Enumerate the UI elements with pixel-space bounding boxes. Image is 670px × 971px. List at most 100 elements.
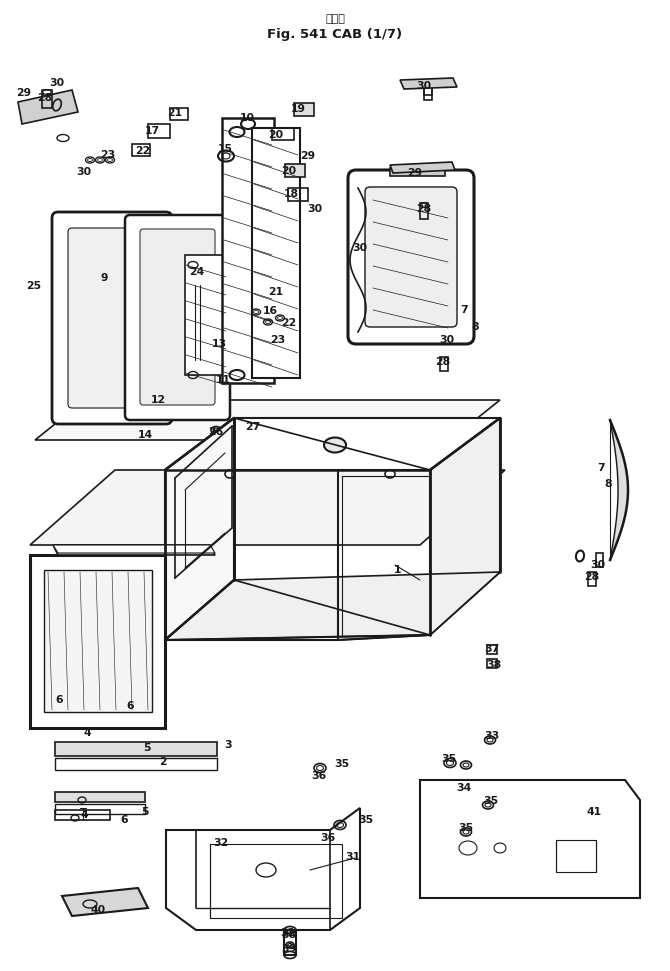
Bar [284, 930, 296, 955]
Text: 22: 22 [135, 146, 151, 156]
Text: 20: 20 [281, 166, 297, 176]
Bar [44, 570, 152, 712]
Bar [487, 659, 497, 668]
Text: 30: 30 [352, 243, 368, 253]
Text: 30: 30 [417, 81, 431, 91]
Polygon shape [30, 470, 505, 545]
Bar [487, 645, 497, 654]
Bar [420, 203, 428, 219]
Text: 35: 35 [484, 796, 498, 806]
Bar [440, 357, 448, 371]
Text: 32: 32 [213, 838, 228, 848]
Text: 19: 19 [291, 104, 306, 114]
Text: 7: 7 [597, 463, 605, 473]
Text: 37: 37 [484, 644, 500, 654]
Text: 23: 23 [100, 150, 116, 160]
Bar [55, 742, 217, 756]
Bar [588, 572, 596, 586]
Text: 28: 28 [436, 357, 450, 367]
Text: 26: 26 [208, 427, 224, 437]
Bar [42, 90, 52, 108]
Bar [55, 758, 217, 770]
Text: 5: 5 [141, 807, 149, 817]
Polygon shape [18, 90, 78, 124]
Text: 29: 29 [407, 168, 423, 178]
Text: 30: 30 [590, 560, 606, 570]
Ellipse shape [324, 438, 346, 452]
Polygon shape [30, 555, 165, 728]
Polygon shape [430, 418, 500, 635]
Text: 1: 1 [394, 565, 402, 575]
Bar [55, 792, 145, 802]
Text: 28: 28 [584, 572, 600, 582]
Text: 5: 5 [143, 743, 151, 753]
Polygon shape [53, 545, 215, 555]
Polygon shape [62, 888, 148, 916]
Text: 33: 33 [484, 731, 500, 741]
Text: 6: 6 [55, 695, 63, 705]
Bar [170, 108, 188, 120]
Text: 39: 39 [281, 944, 297, 954]
Text: 17: 17 [145, 126, 159, 136]
Text: 13: 13 [212, 339, 226, 349]
Text: 7: 7 [460, 305, 468, 315]
Bar [390, 168, 445, 176]
Ellipse shape [385, 470, 395, 478]
Text: 9: 9 [100, 273, 108, 283]
Text: 31: 31 [346, 852, 360, 862]
Text: 36: 36 [312, 771, 327, 781]
Text: 27: 27 [245, 422, 261, 432]
Text: 22: 22 [281, 318, 297, 328]
Text: Fig. 541 CAB (1/7): Fig. 541 CAB (1/7) [267, 28, 403, 41]
Polygon shape [390, 162, 455, 173]
Bar [55, 810, 110, 820]
Polygon shape [53, 545, 215, 553]
Bar [424, 86, 432, 100]
Polygon shape [35, 400, 500, 440]
Text: 40: 40 [90, 905, 106, 915]
Text: 25: 25 [26, 281, 42, 291]
Bar [596, 553, 603, 567]
Text: 41: 41 [586, 807, 602, 817]
FancyBboxPatch shape [140, 229, 215, 405]
Bar [210, 844, 342, 918]
Text: 38: 38 [281, 930, 297, 940]
Text: 29: 29 [17, 88, 31, 98]
Text: 35: 35 [358, 815, 374, 825]
Text: 4: 4 [80, 810, 88, 820]
FancyBboxPatch shape [68, 228, 156, 408]
Text: 8: 8 [471, 322, 479, 332]
Polygon shape [165, 418, 500, 470]
Text: 16: 16 [263, 306, 277, 316]
Text: 3: 3 [224, 740, 232, 750]
Ellipse shape [225, 470, 235, 478]
Text: 20: 20 [269, 130, 283, 140]
Bar [132, 144, 150, 156]
Text: 29: 29 [300, 151, 316, 161]
Text: 30: 30 [308, 204, 322, 214]
Text: 35: 35 [334, 759, 350, 769]
Bar [55, 804, 145, 814]
FancyBboxPatch shape [52, 212, 172, 424]
Text: キャブ: キャブ [325, 14, 345, 24]
Text: 10: 10 [239, 113, 255, 123]
Text: 30: 30 [50, 78, 64, 88]
Text: 23: 23 [271, 335, 285, 345]
Text: 18: 18 [283, 189, 299, 199]
FancyBboxPatch shape [125, 215, 230, 420]
Polygon shape [420, 780, 640, 898]
FancyBboxPatch shape [348, 170, 474, 344]
Bar [222, 118, 274, 383]
Polygon shape [400, 78, 457, 89]
Text: 30: 30 [440, 335, 454, 345]
Polygon shape [165, 418, 234, 640]
Text: 6: 6 [126, 701, 134, 711]
Text: 8: 8 [604, 479, 612, 489]
Bar [288, 188, 308, 201]
Text: 21: 21 [269, 287, 283, 297]
Polygon shape [165, 572, 500, 640]
Text: 32: 32 [280, 928, 295, 938]
Text: 6: 6 [120, 815, 128, 825]
Bar [556, 840, 596, 872]
Text: 28: 28 [38, 93, 52, 103]
